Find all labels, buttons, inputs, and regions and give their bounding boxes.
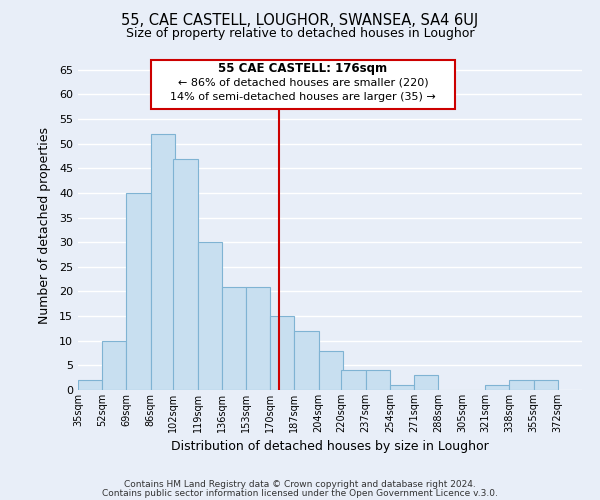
Bar bbox=[509, 380, 533, 390]
Bar bbox=[414, 375, 438, 390]
Text: Size of property relative to detached houses in Loughor: Size of property relative to detached ho… bbox=[126, 28, 474, 40]
Bar bbox=[246, 286, 270, 390]
Text: ← 86% of detached houses are smaller (220): ← 86% of detached houses are smaller (22… bbox=[178, 77, 428, 87]
Bar bbox=[485, 385, 509, 390]
Bar bbox=[295, 331, 319, 390]
Bar bbox=[197, 242, 222, 390]
FancyBboxPatch shape bbox=[151, 60, 455, 110]
Bar bbox=[270, 316, 295, 390]
Bar bbox=[151, 134, 175, 390]
Bar bbox=[102, 340, 127, 390]
Bar bbox=[390, 385, 414, 390]
Bar bbox=[319, 350, 343, 390]
Bar bbox=[341, 370, 365, 390]
Text: 14% of semi-detached houses are larger (35) →: 14% of semi-detached houses are larger (… bbox=[170, 92, 436, 102]
Text: Contains public sector information licensed under the Open Government Licence v.: Contains public sector information licen… bbox=[102, 488, 498, 498]
Y-axis label: Number of detached properties: Number of detached properties bbox=[38, 126, 50, 324]
Bar bbox=[173, 158, 197, 390]
Text: Contains HM Land Registry data © Crown copyright and database right 2024.: Contains HM Land Registry data © Crown c… bbox=[124, 480, 476, 489]
Text: 55 CAE CASTELL: 176sqm: 55 CAE CASTELL: 176sqm bbox=[218, 62, 388, 76]
Bar bbox=[365, 370, 390, 390]
Bar bbox=[127, 193, 151, 390]
Bar bbox=[78, 380, 102, 390]
Bar bbox=[222, 286, 246, 390]
X-axis label: Distribution of detached houses by size in Loughor: Distribution of detached houses by size … bbox=[171, 440, 489, 454]
Bar bbox=[533, 380, 558, 390]
Text: 55, CAE CASTELL, LOUGHOR, SWANSEA, SA4 6UJ: 55, CAE CASTELL, LOUGHOR, SWANSEA, SA4 6… bbox=[121, 12, 479, 28]
